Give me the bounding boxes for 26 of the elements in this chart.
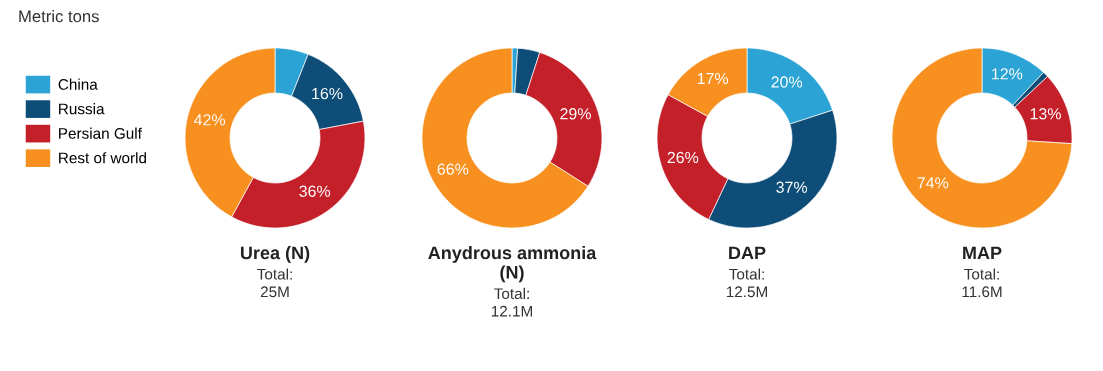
data-label: 37% <box>776 181 808 193</box>
text: Urea (N) <box>240 246 310 263</box>
data-label: 17% <box>697 72 729 85</box>
data-label: 16% <box>312 87 343 100</box>
text: Total: 12.1M <box>491 287 532 317</box>
text: Total: 25M <box>257 268 292 298</box>
data-label: 12% <box>992 68 1023 80</box>
data-label: 36% <box>299 185 331 197</box>
text: Total: 12.5M <box>726 268 767 298</box>
data-label: 13% <box>1030 108 1061 120</box>
legend-label: Persian Gulf <box>59 127 142 139</box>
text: MAP <box>963 246 1002 260</box>
legend-label: China <box>58 78 98 90</box>
text: Metric tons <box>19 10 99 23</box>
data-label: 66% <box>437 163 469 175</box>
data-label: 26% <box>667 151 699 164</box>
text: Anydrous ammonia (N) <box>428 246 597 283</box>
data-label: 20% <box>771 76 803 88</box>
legend-label: Rest of world <box>59 152 146 164</box>
data-label: 42% <box>194 114 226 126</box>
legend-label: Russia <box>59 103 105 115</box>
data-label: 29% <box>560 108 591 120</box>
text: DAP <box>729 246 766 260</box>
data-label: 74% <box>917 177 949 189</box>
text: Total: 11.6M <box>962 268 1002 298</box>
donut-slice <box>891 47 1073 229</box>
